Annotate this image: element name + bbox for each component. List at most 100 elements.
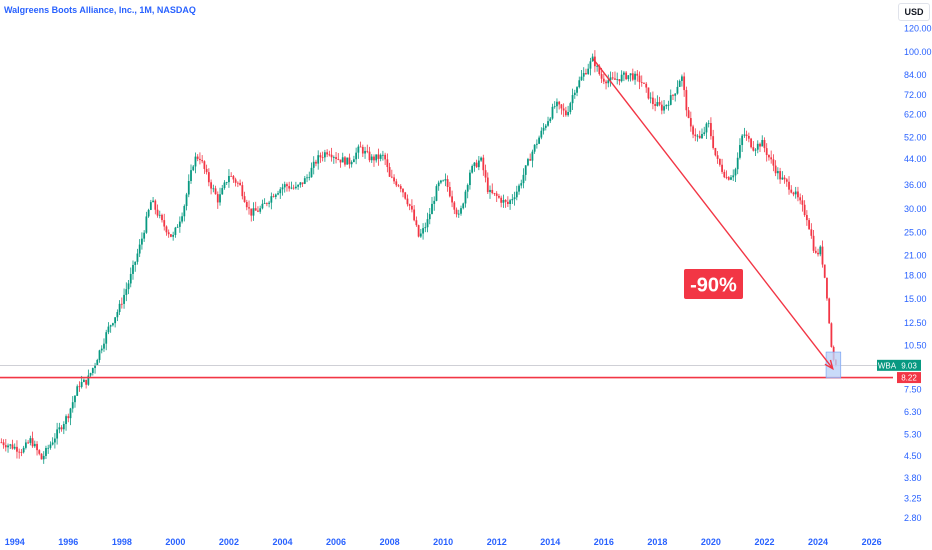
candle: [330, 147, 333, 162]
candle: [788, 176, 790, 195]
candle: [551, 103, 554, 120]
candle: [257, 206, 259, 213]
drawdown-arrow-line[interactable]: [592, 58, 834, 370]
candle: [69, 407, 72, 426]
candle: [118, 300, 121, 316]
candle: [797, 186, 799, 202]
candle: [109, 324, 112, 333]
candle: [828, 297, 831, 324]
candle: [500, 195, 503, 208]
candle: [308, 171, 311, 181]
candle: [315, 159, 317, 167]
y-tick-label: 3.25: [904, 493, 922, 503]
candle: [591, 53, 594, 62]
time-axis[interactable]: 1994 1996 1998 2000 2002 2004 2006 2008 2010 2012…: [5, 537, 882, 547]
candle: [265, 202, 268, 207]
candle: [480, 156, 482, 162]
candle: [22, 445, 25, 454]
candle: [638, 71, 641, 90]
candle: [310, 162, 313, 178]
candle: [42, 451, 45, 464]
candle: [589, 57, 592, 76]
x-tick-label: 2002: [219, 537, 239, 547]
candle: [178, 216, 181, 233]
candle: [141, 232, 143, 250]
candle: [9, 443, 12, 450]
candle: [819, 245, 822, 257]
candle: [216, 191, 219, 209]
candle: [752, 141, 755, 152]
candle: [272, 193, 275, 198]
candle: [279, 187, 282, 199]
x-tick-label: 1994: [5, 537, 25, 547]
candle: [562, 103, 565, 117]
candle: [232, 174, 235, 183]
candle: [368, 146, 371, 163]
candle: [259, 205, 262, 214]
y-tick-label: 18.00: [904, 270, 927, 280]
candle: [477, 156, 480, 171]
candle: [219, 187, 221, 206]
candle: [466, 183, 469, 199]
currency-selector[interactable]: USD: [898, 3, 930, 21]
candle: [625, 70, 628, 81]
candle: [765, 143, 768, 162]
y-tick-label: 72.00: [904, 90, 927, 100]
candle: [754, 148, 757, 157]
candle: [411, 199, 413, 213]
candle: [29, 435, 32, 446]
candle: [444, 173, 447, 187]
x-tick-label: 2000: [165, 537, 185, 547]
candle: [676, 80, 679, 95]
candle: [830, 322, 833, 348]
candle: [446, 175, 449, 192]
candle: [681, 74, 683, 87]
x-tick-label: 2008: [380, 537, 400, 547]
highlight-box[interactable]: [825, 351, 842, 379]
support-price-badge: 8.22: [897, 372, 921, 384]
candle: [725, 170, 728, 180]
candle: [346, 157, 349, 165]
candle: [406, 194, 409, 207]
y-tick-label: 5.30: [904, 430, 922, 440]
candle: [678, 79, 681, 87]
candle: [386, 153, 389, 173]
y-tick-label: 30.00: [904, 204, 927, 214]
candle: [663, 99, 665, 114]
candle: [98, 349, 101, 363]
candle: [611, 72, 614, 81]
candle: [45, 445, 47, 460]
candle: [192, 164, 195, 172]
candle: [352, 155, 355, 163]
price-axis[interactable]: 120.00 100.00 84.00 72.00 62.00 52.00 44.00 36.…: [904, 23, 932, 522]
candle: [431, 197, 433, 215]
candle: [359, 141, 362, 148]
candle: [100, 345, 103, 354]
candle: [268, 200, 271, 208]
candle: [692, 124, 694, 139]
candle: [248, 200, 250, 215]
candle: [36, 441, 38, 456]
candle: [654, 98, 657, 112]
candle: [616, 72, 619, 85]
candle: [13, 443, 16, 450]
candle: [74, 394, 76, 408]
candle: [531, 149, 534, 168]
drawdown-label[interactable]: -90%: [684, 269, 743, 299]
candle: [361, 144, 364, 158]
candle: [161, 213, 163, 223]
y-tick-label: 2.80: [904, 513, 922, 523]
x-tick-label: 2024: [808, 537, 828, 547]
candle: [91, 367, 94, 376]
candle: [355, 147, 358, 165]
candle: [629, 73, 632, 82]
y-tick-label: 7.50: [904, 385, 922, 395]
candle: [435, 184, 438, 202]
candle: [402, 188, 404, 198]
candle: [759, 142, 761, 153]
candle: [149, 199, 152, 211]
candle: [51, 437, 54, 446]
candle: [294, 181, 297, 190]
candle: [245, 199, 248, 211]
